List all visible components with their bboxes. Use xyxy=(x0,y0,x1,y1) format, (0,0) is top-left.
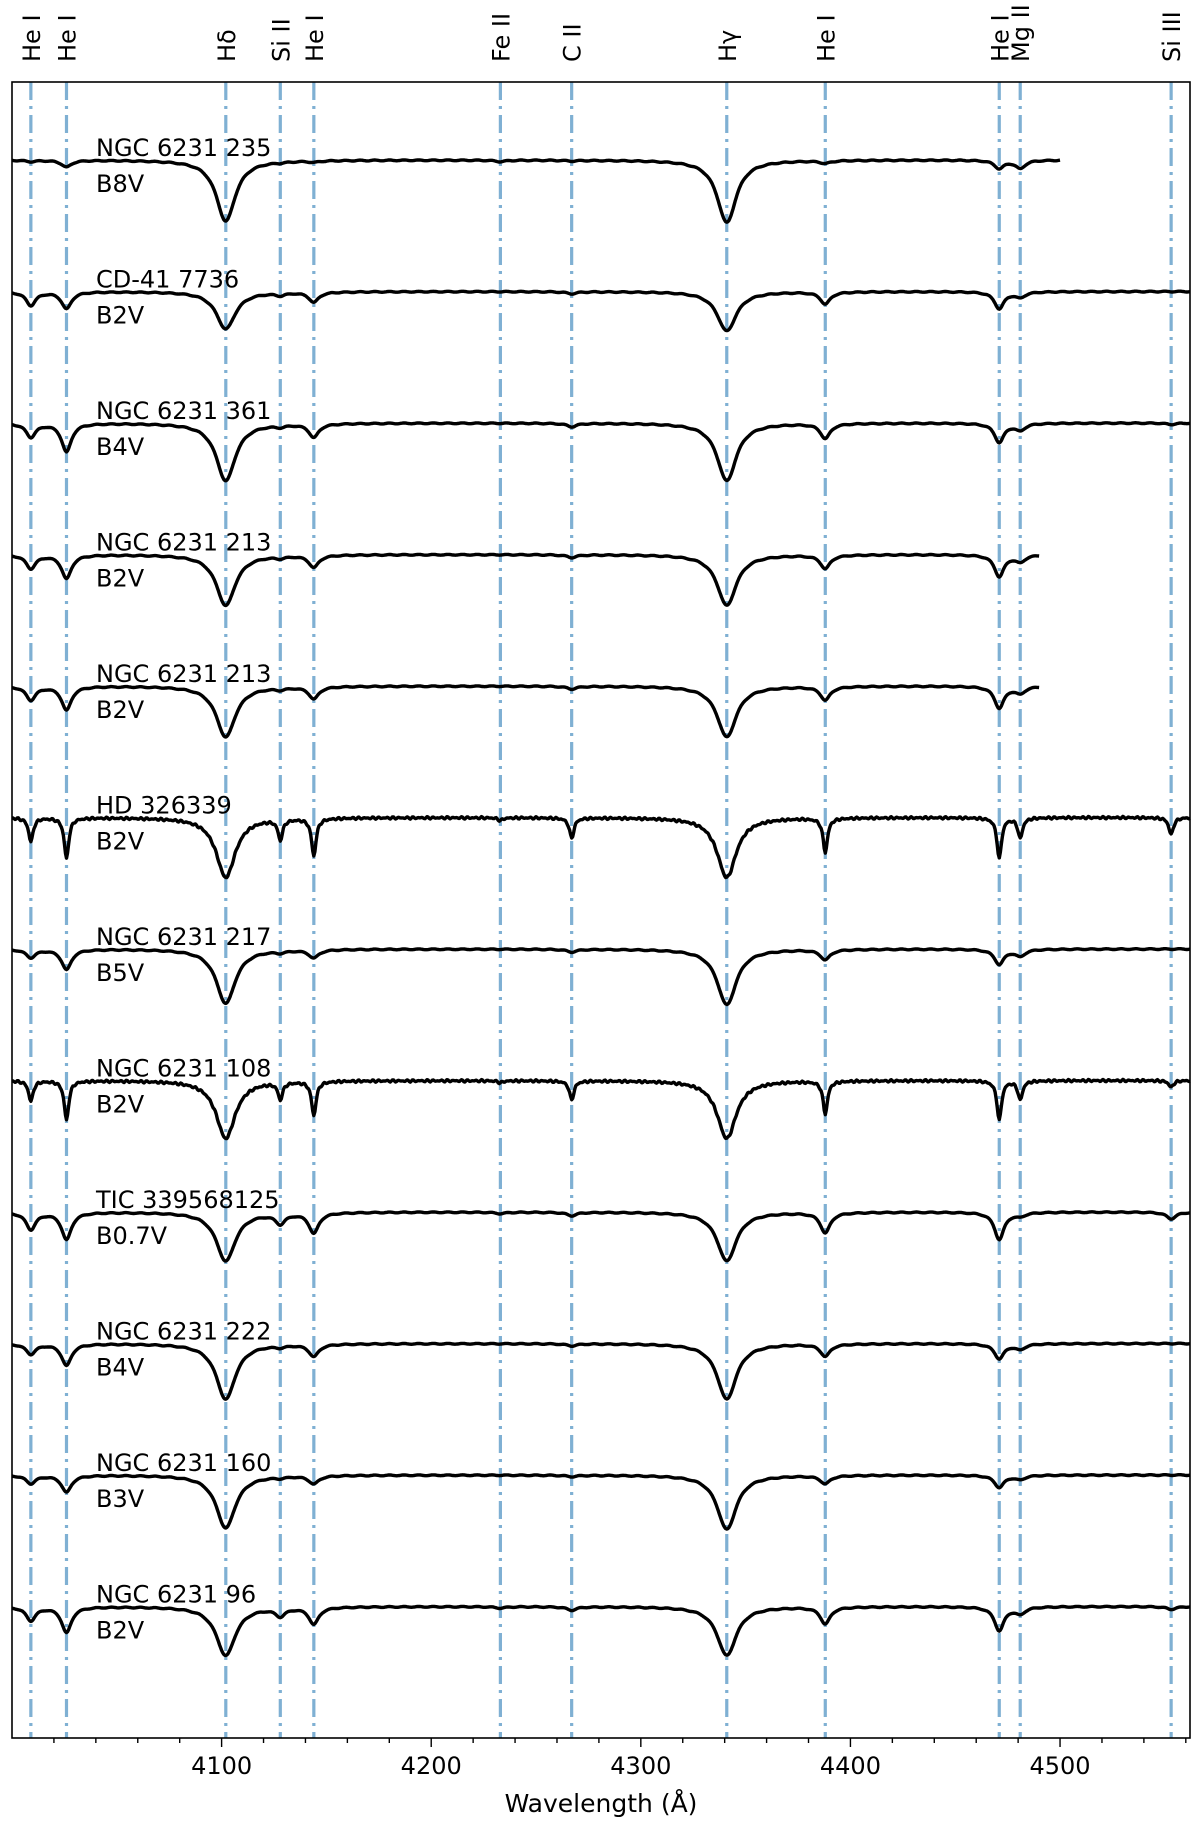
spectra-series xyxy=(11,158,1191,1658)
spectrum-name-2: NGC 6231 361 xyxy=(96,397,271,425)
marker-label-11: Si III xyxy=(1158,11,1186,62)
spectrum-7 xyxy=(11,1077,1191,1141)
marker-label-9: He I xyxy=(986,14,1014,62)
spectrum-6 xyxy=(11,947,1191,1007)
spectrum-name-0: NGC 6231 235 xyxy=(96,134,271,162)
spectrum-5 xyxy=(11,814,1191,880)
spectrum-0 xyxy=(11,158,1061,224)
x-axis-label: Wavelength (Å) xyxy=(505,1789,698,1818)
marker-label-2: Hδ xyxy=(213,29,241,62)
spectrum-name-10: NGC 6231 160 xyxy=(96,1449,271,1477)
spectrum-name-1: CD-41 7736 xyxy=(96,266,239,294)
marker-label-0: He I xyxy=(18,14,46,62)
spectrum-name-7: NGC 6231 108 xyxy=(96,1055,271,1083)
spectrum-name-9: NGC 6231 222 xyxy=(96,1318,271,1346)
line-identification-labels: He I He I Hδ Si II He I Fe II C II Hγ He I He IMg… xyxy=(18,4,1186,62)
x-tick-label-4200: 4200 xyxy=(401,1752,462,1780)
spectrum-name-11: NGC 6231 96 xyxy=(96,1581,256,1609)
spectrum-type-3: B2V xyxy=(96,565,145,593)
spectrum-8 xyxy=(11,1210,1191,1263)
plot-frame xyxy=(11,81,1191,1739)
line-identification-markers xyxy=(29,82,1173,1738)
spectrum-name-3: NGC 6231 213 xyxy=(96,529,271,557)
marker-label-5: Fe II xyxy=(487,13,515,62)
spectra-labels: NGC 6231 235 B8V CD-41 7736 B2V NGC 6231 361… xyxy=(95,134,280,1645)
spectrum-type-0: B8V xyxy=(96,170,145,198)
spectrum-name-5: HD 326339 xyxy=(96,792,232,820)
spectrum-type-10: B3V xyxy=(96,1485,145,1513)
spectrum-type-11: B2V xyxy=(96,1617,145,1645)
spectrum-9 xyxy=(11,1341,1191,1401)
marker-label-8: He I xyxy=(812,14,840,62)
x-tick-label-4500: 4500 xyxy=(1030,1752,1091,1780)
x-tick-label-4400: 4400 xyxy=(820,1752,881,1780)
marker-label-10: Mg II xyxy=(1007,4,1035,62)
marker-label-1: He I xyxy=(53,14,81,62)
spectrum-type-2: B4V xyxy=(96,433,145,461)
x-axis: 4100 4200 4300 4400 4500 xyxy=(53,1738,1187,1780)
marker-label-3: Si II xyxy=(267,18,295,62)
spectrum-type-1: B2V xyxy=(96,302,145,330)
marker-label-7: Hγ xyxy=(714,30,742,62)
spectrum-type-4: B2V xyxy=(96,696,145,724)
spectrum-type-6: B5V xyxy=(96,959,145,987)
spectrum-name-4: NGC 6231 213 xyxy=(96,660,271,688)
spectrum-name-6: NGC 6231 217 xyxy=(96,923,271,951)
spectrum-type-9: B4V xyxy=(96,1354,145,1382)
spectrum-type-8: B0.7V xyxy=(96,1222,168,1250)
marker-label-6: C II xyxy=(559,23,587,62)
x-tick-label-4300: 4300 xyxy=(610,1752,671,1780)
spectrum-10 xyxy=(11,1472,1191,1531)
spectrum-name-8: TIC 339568125 xyxy=(95,1186,280,1214)
x-tick-label-4100: 4100 xyxy=(191,1752,252,1780)
spectrum-type-5: B2V xyxy=(96,828,145,856)
spectrum-1 xyxy=(11,289,1191,333)
spectrum-type-7: B2V xyxy=(96,1091,145,1119)
spectrum-11 xyxy=(11,1604,1191,1658)
spectrum-2 xyxy=(11,421,1191,483)
spectrum-3 xyxy=(11,552,1040,608)
spectrum-4 xyxy=(11,684,1040,739)
marker-label-4: He I xyxy=(301,14,329,62)
